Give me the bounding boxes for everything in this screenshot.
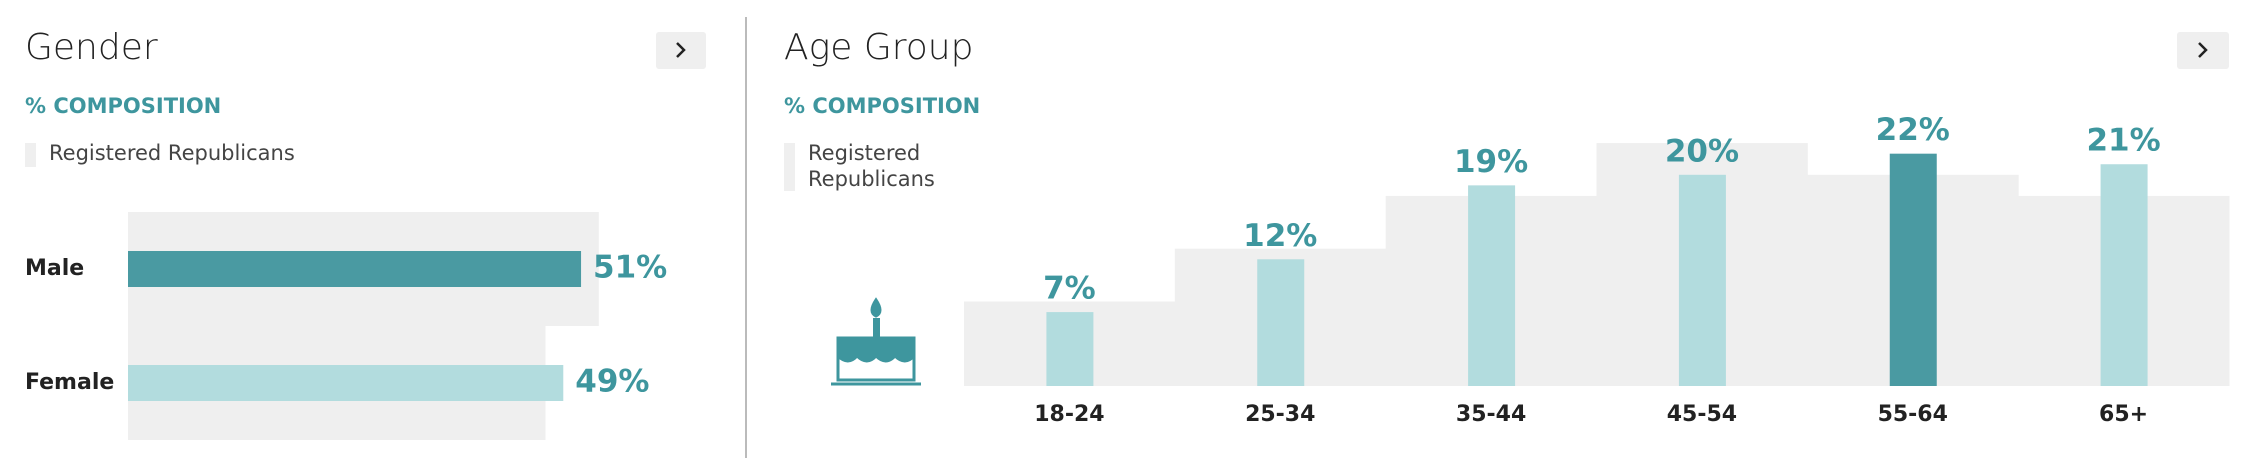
button-bg[interactable] <box>2177 32 2229 69</box>
expand-button[interactable] <box>656 32 706 69</box>
value-label: 22% <box>1876 112 1950 148</box>
category-label: Male <box>25 256 84 281</box>
legend-label: Registered Republicans <box>808 141 935 191</box>
value-label: 49% <box>575 364 649 400</box>
bar <box>1889 153 1937 386</box>
bar <box>1046 312 1094 386</box>
panel-title: Age Group <box>784 27 973 68</box>
category-label: 45-54 <box>1667 402 1737 427</box>
panel-title: Gender <box>25 27 158 68</box>
value-label: 21% <box>2086 123 2160 159</box>
value-label: 20% <box>1665 133 1739 169</box>
value-label: 51% <box>593 250 667 286</box>
category-label: 25-34 <box>1245 402 1315 427</box>
legend-box: Registered Republicans <box>808 141 935 191</box>
value-label: 7% <box>1043 271 1096 307</box>
bar <box>2100 164 2148 386</box>
chevron[interactable] <box>2198 42 2208 58</box>
category-label: 65+ <box>2099 402 2148 427</box>
bar <box>128 365 564 401</box>
value-label: 12% <box>1243 218 1317 254</box>
legend-swatch <box>784 143 795 191</box>
category-label: Female <box>25 370 114 395</box>
category-label: 18-24 <box>1034 402 1104 427</box>
subtitle: % COMPOSITION <box>25 94 221 118</box>
bar <box>128 251 582 287</box>
category-label: 55-64 <box>1878 402 1948 427</box>
cake-icon <box>831 297 921 386</box>
category-label: 35-44 <box>1456 402 1526 427</box>
expand-button[interactable] <box>2177 32 2229 69</box>
chevron[interactable] <box>676 42 686 58</box>
legend-swatch <box>25 143 36 167</box>
value-label: 19% <box>1454 144 1528 180</box>
legend-box: Registered Republicans <box>49 141 295 165</box>
subtitle: % COMPOSITION <box>784 94 980 118</box>
button-bg[interactable] <box>656 32 706 69</box>
bar <box>1468 185 1516 386</box>
legend-label: Registered Republicans <box>49 141 295 165</box>
bar <box>1678 174 1726 386</box>
bar <box>1257 259 1305 386</box>
